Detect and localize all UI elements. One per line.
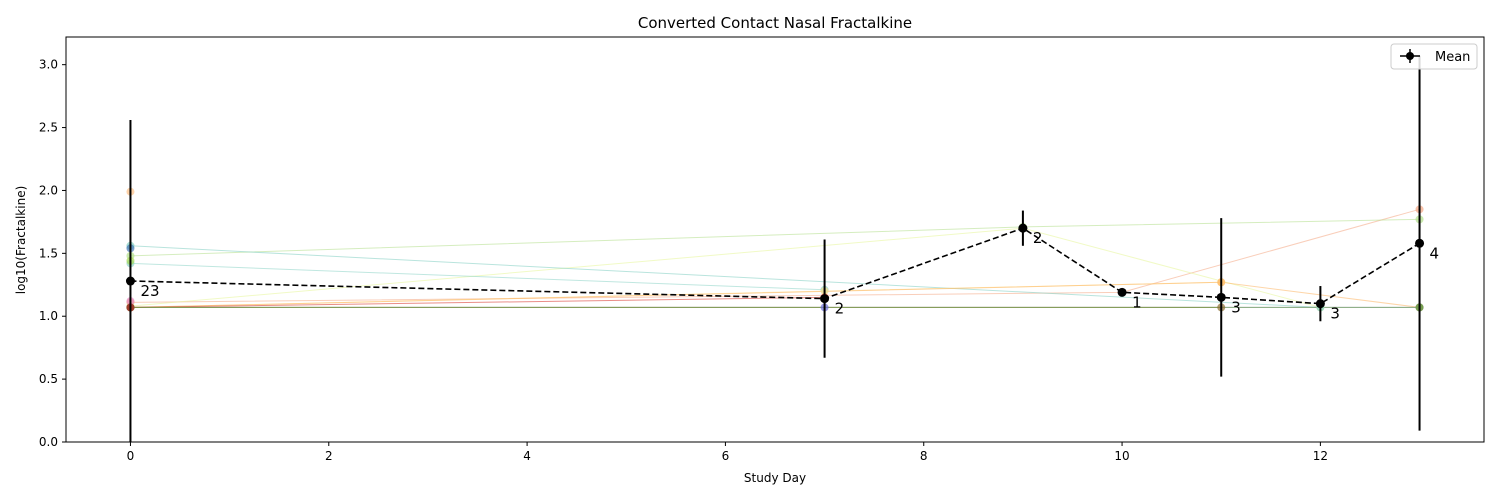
mean-series-group	[125, 55, 1425, 442]
x-tick-label: 4	[523, 449, 531, 463]
count-label: 4	[1430, 244, 1440, 262]
count-label: 2	[835, 300, 845, 318]
subject-line	[130, 262, 825, 291]
plot-frame	[65, 36, 1485, 443]
mean-point	[125, 276, 135, 286]
subject-line	[130, 218, 1420, 257]
count-label: 2	[1033, 229, 1043, 247]
mean-point	[820, 294, 830, 304]
subject-series-group	[130, 208, 1420, 308]
x-axis: 0 2 4 6 8 10 12	[127, 442, 1328, 463]
y-tick-label: 1.5	[39, 246, 58, 260]
subject-line	[130, 245, 1321, 308]
y-tick-label: 2.5	[39, 121, 58, 135]
y-tick-label: 2.0	[39, 183, 58, 197]
x-tick-label: 12	[1313, 449, 1328, 463]
y-axis: 0.0 0.5 1.0 1.5 2.0 2.5 3.0	[39, 58, 66, 449]
legend-box	[1390, 43, 1478, 70]
mean-point	[1018, 223, 1028, 233]
mean-point	[1117, 287, 1127, 297]
mean-point	[1415, 238, 1425, 248]
chart-title: Converted Contact Nasal Fractalkine	[638, 14, 912, 32]
x-tick-label: 0	[127, 449, 135, 463]
x-tick-label: 10	[1114, 449, 1129, 463]
mean-point	[1315, 299, 1325, 309]
legend-label-mean: Mean	[1435, 50, 1470, 65]
count-label: 1	[1132, 293, 1142, 311]
x-tick-label: 2	[325, 449, 333, 463]
y-tick-label: 3.0	[39, 58, 58, 72]
y-axis-label: log10(Fractalkine)	[14, 186, 28, 295]
x-tick-label: 8	[920, 449, 928, 463]
x-tick-label: 6	[722, 449, 730, 463]
count-labels-group: 23 2 2 1 3 3 4	[140, 229, 1439, 322]
count-label: 3	[1330, 305, 1340, 323]
subject-line	[130, 296, 825, 308]
count-label: 3	[1231, 298, 1241, 316]
legend: Mean	[1390, 43, 1478, 70]
legend-marker-dot	[1406, 52, 1414, 60]
x-axis-label: Study Day	[744, 471, 806, 485]
y-tick-label: 0.5	[39, 372, 58, 386]
count-label: 23	[140, 282, 159, 300]
mean-point	[1216, 292, 1226, 302]
y-tick-label: 0.0	[39, 435, 58, 449]
y-tick-label: 1.0	[39, 309, 58, 323]
